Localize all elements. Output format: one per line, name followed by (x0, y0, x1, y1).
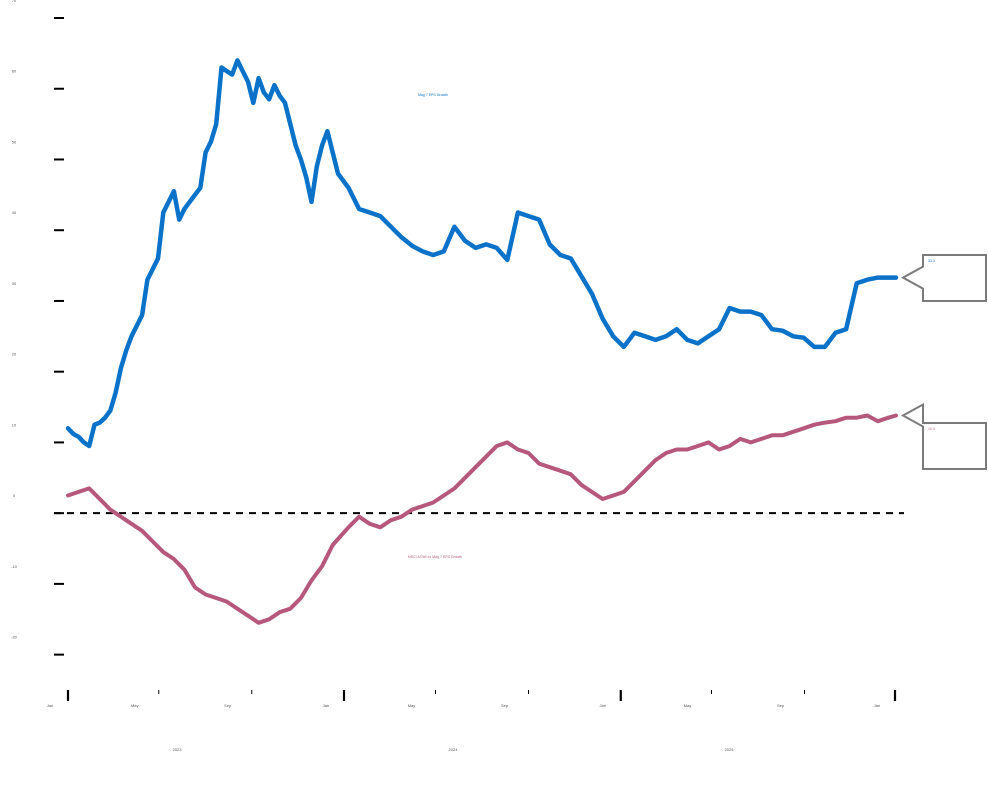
x-year-label: 2023 (173, 747, 183, 752)
x-tick-label: Jan (47, 703, 53, 708)
series-layer (65, 58, 899, 625)
series-line-1 (66, 413, 898, 625)
x-tick-label: May (408, 703, 416, 708)
x-tick-label: May (131, 703, 139, 708)
y-tick-label: 30 (12, 281, 17, 286)
callout-box-1 (900, 402, 987, 470)
series-label-0: Mag 7 EPS Growth (418, 93, 448, 97)
x-tick-label: Sep (224, 703, 232, 708)
y-tick-label: 40 (12, 210, 17, 215)
x-axis: Jan May Sep Jan May Sep Jan May Sep Jan 2023 2024 20… (47, 690, 897, 752)
y-tick-label: 10 (12, 422, 17, 427)
x-tick-label: Jan (874, 703, 880, 708)
y-axis: -20 -10 0 10 20 30 40 50 60 70 (11, 0, 64, 656)
y-tick-label: 50 (12, 139, 17, 144)
y-tick-label: 20 (12, 352, 17, 357)
x-tick-label: May (684, 703, 692, 708)
x-year-label: 2024 (449, 747, 459, 752)
series-label-1: MSCI ACWI ex Mag 7 EPS Growth (408, 555, 462, 559)
y-tick-label: 70 (12, 0, 17, 3)
series-line-0 (65, 58, 899, 449)
callout-value-1: 10.3 (928, 427, 935, 431)
x-tick-label: Jan (323, 703, 329, 708)
series-labels-layer: Mag 7 EPS Growth MSCI ACWI ex Mag 7 EPS G… (408, 93, 462, 559)
y-tick-label: -10 (11, 564, 18, 569)
x-tick-label: Sep (777, 703, 785, 708)
y-tick-label: 60 (12, 69, 17, 74)
y-tick-label: 0 (13, 493, 16, 498)
callouts-layer: 33.3 10.3 (900, 254, 987, 470)
x-tick-label: Jan (600, 703, 606, 708)
x-tick-label: Sep (501, 703, 509, 708)
callout-box-0 (900, 254, 987, 302)
y-tick-label: -20 (11, 635, 18, 640)
callout-value-0: 33.3 (928, 259, 935, 263)
x-year-label: 2025 (725, 747, 735, 752)
